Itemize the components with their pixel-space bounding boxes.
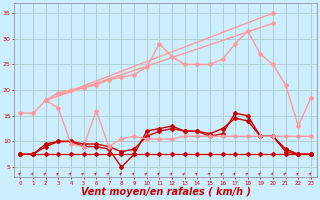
X-axis label: Vent moyen/en rafales ( km/h ): Vent moyen/en rafales ( km/h ) — [81, 187, 251, 197]
